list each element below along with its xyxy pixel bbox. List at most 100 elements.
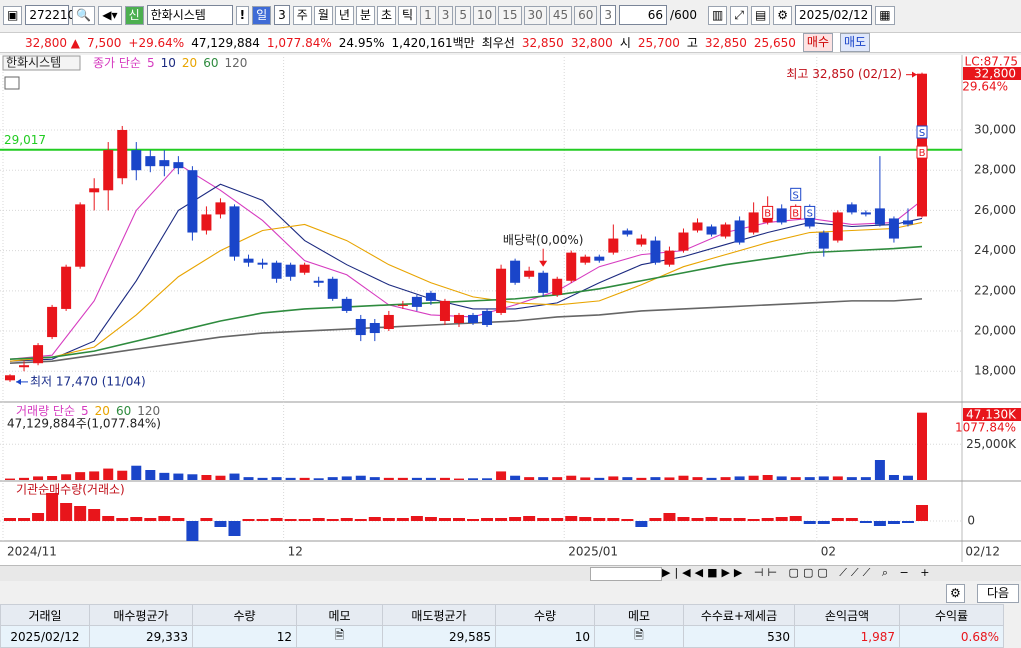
scroll-controls[interactable]: ▶|◀◀■▶▶ ⊣⊢ ▢▢▢ ⟋⟋⟋ ⌕ − + bbox=[662, 566, 934, 579]
candle-body bbox=[117, 129, 128, 179]
tool-button[interactable]: ▥ bbox=[707, 5, 728, 25]
row[interactable]: 2025/02/12 29,333 12 🗎 29,585 10 🗎 530 1… bbox=[0, 625, 1004, 648]
institution-bar bbox=[677, 517, 690, 521]
volume-bar bbox=[369, 477, 380, 480]
volume-bar bbox=[580, 477, 591, 480]
settings-button[interactable]: ⚙ bbox=[946, 584, 965, 603]
candle-body bbox=[47, 306, 58, 338]
nav-button[interactable]: ◀▾ bbox=[98, 5, 122, 25]
minute-button[interactable]: 10 bbox=[472, 5, 497, 25]
period-button[interactable]: 주 bbox=[292, 5, 312, 25]
period-button[interactable]: 초 bbox=[376, 5, 397, 25]
calendar-button[interactable]: ▦ bbox=[875, 5, 895, 25]
minute-button[interactable]: 1 bbox=[420, 5, 436, 25]
price-label: 32,800 bbox=[974, 67, 1016, 81]
minute-button[interactable]: 45 bbox=[548, 5, 573, 25]
minute-button[interactable]: 3 bbox=[437, 5, 454, 25]
header-row: 거래일 매수평균가 수량 메모 매도평균가 수량 메모 수수료+제세금 손익금액… bbox=[0, 604, 1004, 626]
signal-flag bbox=[916, 125, 928, 139]
volume-bar bbox=[748, 475, 759, 480]
volume-bar bbox=[496, 471, 507, 480]
cell: 0.68% bbox=[899, 625, 1004, 648]
candle-body bbox=[187, 170, 198, 233]
candle-body bbox=[874, 208, 885, 225]
institution-bar bbox=[354, 519, 367, 521]
volume-bar bbox=[425, 477, 436, 480]
volume-bar bbox=[341, 476, 352, 480]
volume-bar bbox=[89, 471, 100, 480]
institution-bar bbox=[46, 493, 59, 521]
best-label: 최우선 bbox=[481, 36, 515, 50]
volume-bar bbox=[19, 477, 30, 480]
legend-label: 거래량 단순 bbox=[16, 404, 75, 418]
cell: 12 bbox=[192, 625, 297, 648]
table-icon[interactable] bbox=[4, 76, 20, 90]
period-button[interactable]: 월 bbox=[313, 5, 333, 25]
y-tick-label: 0 bbox=[967, 514, 975, 528]
volume-bar bbox=[468, 478, 479, 480]
institution-bar bbox=[691, 518, 704, 521]
minute-button[interactable]: 30 bbox=[523, 5, 547, 25]
period-num[interactable]: 3 bbox=[274, 5, 290, 25]
minute-button[interactable]: 15 bbox=[498, 5, 522, 25]
rate-label: 29.64% bbox=[962, 80, 1008, 94]
memo-icon[interactable]: 🗎 bbox=[594, 625, 684, 648]
x-tick-label: 12 bbox=[288, 545, 303, 559]
volume: 47,129,884 bbox=[191, 35, 260, 50]
legend-entry: 120 bbox=[137, 404, 160, 418]
volume-bar bbox=[874, 460, 885, 480]
period-button[interactable]: 일 bbox=[252, 5, 272, 25]
code-input[interactable]: 272210 bbox=[25, 5, 75, 25]
period-button[interactable]: 분 bbox=[355, 5, 375, 25]
period-button[interactable]: 년 bbox=[334, 5, 354, 25]
count[interactable]: 66 bbox=[619, 5, 668, 25]
candle-body bbox=[496, 268, 507, 313]
legend-label: 종가 단순 bbox=[93, 56, 141, 70]
institution-bar bbox=[621, 519, 634, 521]
ma-line bbox=[9, 245, 923, 360]
institution-bar bbox=[916, 505, 928, 521]
candle-body bbox=[341, 298, 352, 311]
buy-button[interactable]: 매수 bbox=[802, 33, 833, 52]
tool-button[interactable]: ⤢ bbox=[730, 5, 748, 25]
volume-bar bbox=[355, 475, 366, 480]
minutes: 1 3 5 10 15 30 45 60 bbox=[420, 5, 598, 25]
date-input[interactable]: 2025/02/12 bbox=[795, 5, 873, 25]
institution-bar bbox=[775, 517, 788, 521]
settings-button[interactable]: ⚙ bbox=[773, 5, 793, 25]
unit[interactable]: 3 bbox=[600, 5, 617, 25]
cell: 1,987 bbox=[794, 625, 900, 648]
candle-body bbox=[594, 256, 605, 261]
minute-button[interactable]: 60 bbox=[574, 5, 598, 25]
candle-body bbox=[720, 224, 731, 237]
institution-bar bbox=[649, 518, 662, 521]
volume-bar bbox=[397, 477, 408, 480]
legend-entry: 120 bbox=[224, 56, 247, 70]
warn-button[interactable]: ! bbox=[235, 5, 250, 25]
next-button[interactable]: 다음 bbox=[977, 584, 1019, 603]
institution-bar bbox=[873, 521, 886, 526]
minute-button[interactable]: 5 bbox=[455, 5, 471, 25]
volume-bar bbox=[510, 475, 521, 480]
cell: 2025/02/12 bbox=[0, 625, 90, 648]
table-toolbar: ⚙ 다음 bbox=[0, 583, 1021, 603]
volume-bar bbox=[75, 472, 86, 480]
dividend-note: 배당락(0,00%) bbox=[503, 233, 584, 247]
save-button[interactable]: ▤ bbox=[750, 5, 771, 25]
scroll-thumb[interactable] bbox=[590, 567, 662, 581]
institution-bar bbox=[733, 518, 746, 521]
stock-name[interactable]: 한화시스템 bbox=[146, 5, 233, 25]
volume-bar bbox=[159, 472, 170, 480]
signal-label: S bbox=[919, 128, 925, 139]
menu-icon[interactable]: ▣ bbox=[3, 5, 23, 25]
title-box bbox=[2, 55, 81, 71]
search-button[interactable]: 🔍 bbox=[72, 5, 96, 25]
institution-bar bbox=[144, 518, 157, 521]
candle-body bbox=[776, 208, 787, 223]
volume-bar bbox=[257, 477, 268, 480]
memo-icon[interactable]: 🗎 bbox=[296, 625, 383, 648]
period-button[interactable]: 틱 bbox=[398, 5, 418, 25]
sell-button[interactable]: 매도 bbox=[840, 33, 871, 52]
cell: 29,585 bbox=[382, 625, 496, 648]
